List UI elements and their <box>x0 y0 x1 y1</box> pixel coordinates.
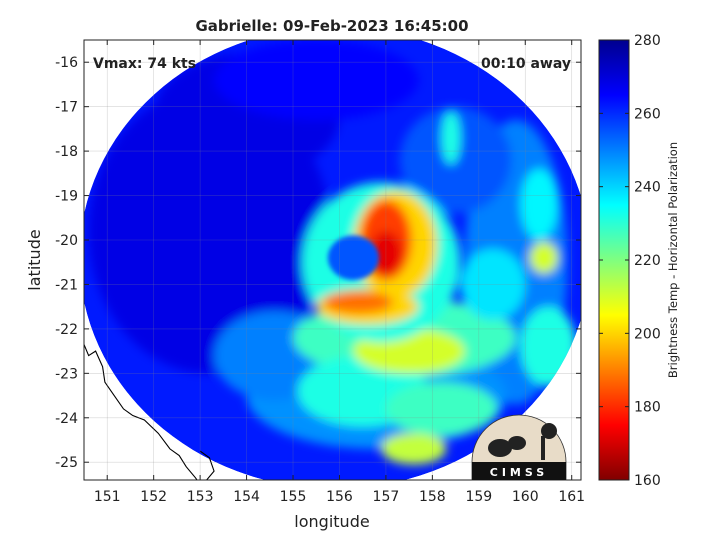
colorbar-tick-label: 220 <box>634 253 661 269</box>
logo-dish-icon <box>508 436 526 450</box>
chart-title: Gabrielle: 09-Feb-2023 16:45:00 <box>195 17 468 35</box>
y-tick-label: -16 <box>55 55 78 71</box>
y-tick-label: -22 <box>55 322 78 338</box>
rainband <box>520 168 558 240</box>
rainband-core <box>381 433 447 465</box>
coastline-island <box>199 450 215 480</box>
logo-watertank-icon <box>541 423 557 439</box>
x-axis-label: longitude <box>294 512 369 531</box>
y-tick-label: -25 <box>55 455 78 471</box>
y-axis-label: latitude <box>25 229 44 290</box>
rainband <box>441 111 461 165</box>
eyewall-inner <box>323 291 393 314</box>
y-tick-label: -17 <box>55 100 78 116</box>
eyewall-core <box>369 231 403 276</box>
y-tick-label: -21 <box>55 277 78 293</box>
x-tick-label: 159 <box>465 489 492 505</box>
x-tick-label: 161 <box>558 489 585 505</box>
colorbar-tick-label: 260 <box>634 106 661 122</box>
logo-dish-icon <box>488 439 512 457</box>
cimss-logo: CIMSS <box>471 414 567 481</box>
y-tick-label: -20 <box>55 233 78 249</box>
x-tick-label: 160 <box>512 489 539 505</box>
x-tick-label: 153 <box>187 489 214 505</box>
colorbar-label: Brightness Temp - Horizontal Polarizatio… <box>666 142 680 378</box>
y-tick-label: -19 <box>55 189 78 205</box>
colorbar-tick-label: 200 <box>634 326 661 342</box>
y-tick-label: -18 <box>55 144 78 160</box>
colorbar-tick-label: 180 <box>634 400 661 416</box>
x-tick-label: 154 <box>233 489 260 505</box>
colorbar <box>598 39 630 481</box>
x-axis: 151 152 153 154 155 156 157 158 159 160 161 <box>94 40 585 505</box>
colorbar-ticks: 280 260 240 220 200 180 160 <box>599 33 661 489</box>
cold-region <box>214 40 419 120</box>
logo-tower-icon <box>541 436 545 460</box>
plot-frame <box>83 39 582 481</box>
x-tick-label: 152 <box>140 489 167 505</box>
logo-text: CIMSS <box>490 466 548 479</box>
rainband <box>385 382 498 436</box>
plot-area <box>84 40 581 480</box>
rainband <box>460 248 526 320</box>
logo-banner <box>472 462 566 480</box>
rainband-core <box>529 242 558 274</box>
y-axis: -16 -17 -18 -19 -20 -21 -22 -23 -24 -25 <box>55 55 581 471</box>
colorbar-tick-label: 160 <box>634 473 661 489</box>
time-away-annotation: 00:10 away <box>481 56 571 72</box>
coastline-mainland <box>84 344 198 480</box>
x-tick-label: 155 <box>280 489 307 505</box>
grid-lines <box>84 40 581 480</box>
x-tick-label: 157 <box>373 489 400 505</box>
x-tick-label: 156 <box>326 489 353 505</box>
colorbar-tick-label: 240 <box>634 180 661 196</box>
colorbar-tick-label: 280 <box>634 33 661 49</box>
coastline <box>84 344 215 480</box>
y-tick-label: -23 <box>55 366 78 382</box>
x-tick-label: 151 <box>94 489 121 505</box>
eye <box>327 235 379 280</box>
vmax-annotation: Vmax: 74 kts <box>93 56 196 72</box>
y-tick-label: -24 <box>55 411 78 427</box>
x-tick-label: 158 <box>419 489 446 505</box>
